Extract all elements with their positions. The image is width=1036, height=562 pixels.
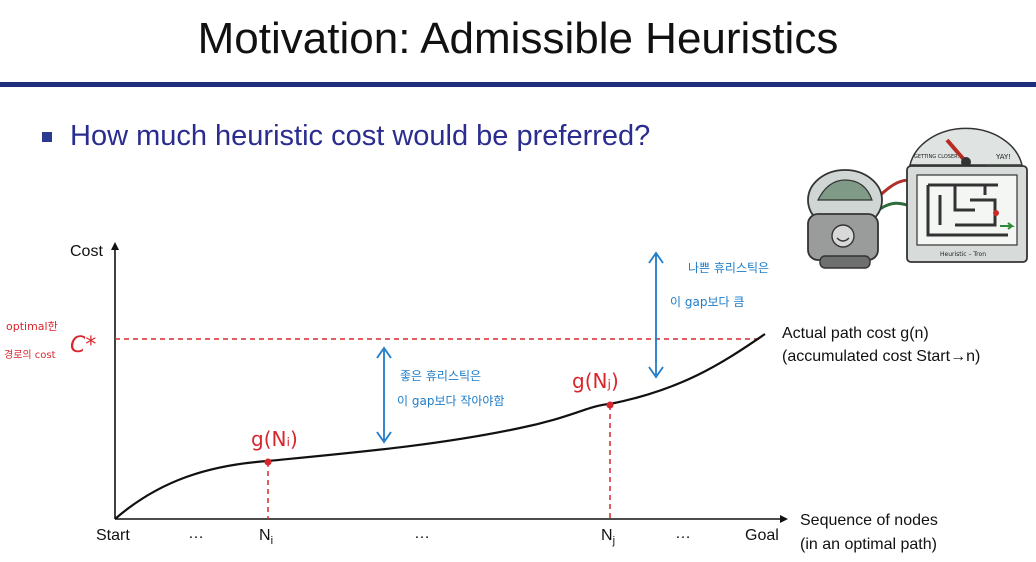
gauge-left-label: GETTING CLOSER… xyxy=(914,154,963,160)
monitor-caption: Heuristic – Tron xyxy=(940,251,986,258)
c-star-label: C* xyxy=(70,333,96,358)
bad-gap-arrow-bottom-icon xyxy=(648,366,664,379)
slide-title: Motivation: Admissible Heuristics xyxy=(197,14,839,63)
good-heuristic-note-line2: 이 gap보다 작아야함 xyxy=(397,394,505,408)
curve-label-line1: Actual path cost g(n) xyxy=(782,325,929,342)
tick-goal: Goal xyxy=(745,527,779,544)
tick-dots-2: … xyxy=(414,525,430,542)
bad-gap-arrow-top-icon xyxy=(648,251,664,264)
g-nj-label: g(Nⱼ) xyxy=(572,369,619,393)
g-ni-label: g(Nᵢ) xyxy=(251,427,298,451)
bullet-text: How much heuristic cost would be preferr… xyxy=(70,120,651,152)
x-axis-arrow-icon xyxy=(780,515,788,523)
ni-point xyxy=(264,458,272,466)
x-axis-label-line2: (in an optimal path) xyxy=(800,536,937,553)
y-axis-label: Cost xyxy=(70,243,103,260)
bullet-square-icon xyxy=(42,131,52,142)
bullet-point: How much heuristic cost would be preferr… xyxy=(42,120,650,153)
tick-dots-1: … xyxy=(188,525,204,542)
x-axis-label-line1: Sequence of nodes xyxy=(800,512,938,529)
nj-point xyxy=(606,401,614,409)
tick-ni: Ni xyxy=(259,527,273,547)
bad-heuristic-note-line2: 이 gap보다 큼 xyxy=(670,295,744,309)
good-heuristic-note-line1: 좋은 휴리스틱은 xyxy=(400,369,481,383)
gauge-right-label: YAY! xyxy=(995,153,1011,161)
actual-cost-curve xyxy=(114,333,766,520)
tick-nj: Nj xyxy=(601,527,615,547)
curve-label-line2: (accumulated cost Start→n) xyxy=(782,348,980,365)
tick-start: Start xyxy=(96,527,130,544)
optimal-note-line1: optimal한 xyxy=(6,320,58,333)
tick-dots-3: … xyxy=(675,525,691,542)
title-rule xyxy=(0,82,1036,87)
optimal-note-line2: 경로의 cost xyxy=(4,348,56,361)
good-gap-arrow-bottom-icon xyxy=(376,431,392,444)
bad-heuristic-note-line1: 나쁜 휴리스틱은 xyxy=(688,261,769,275)
y-axis-arrow-icon xyxy=(111,242,119,250)
good-gap-arrow-top-icon xyxy=(376,346,392,359)
robot-illustration: GETTING CLOSER… YAY! Heuristic – Tron xyxy=(807,127,1028,269)
